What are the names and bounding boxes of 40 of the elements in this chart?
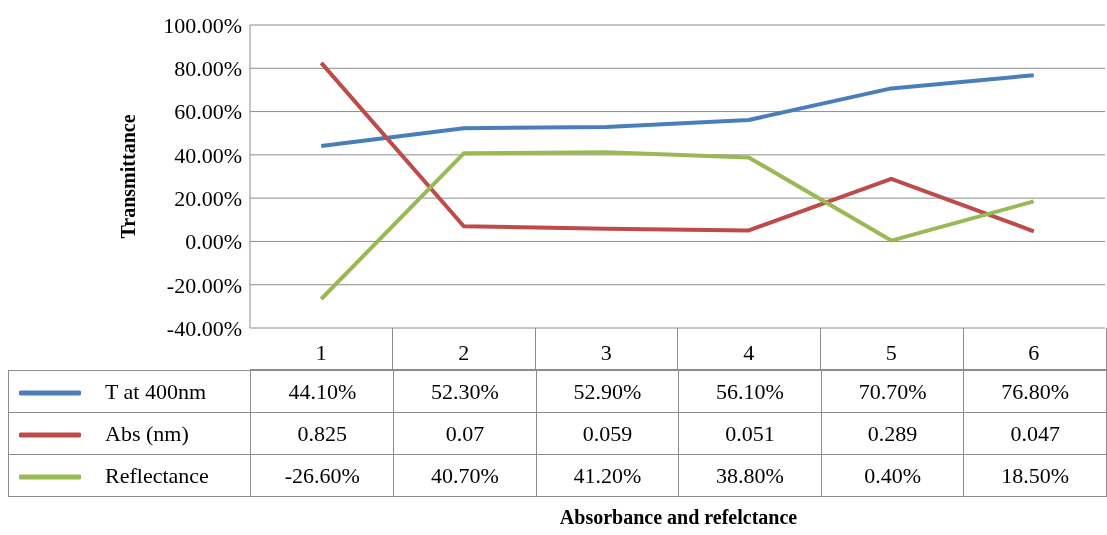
data-label: -26.60% [250, 454, 394, 497]
data-label: 41.20% [536, 454, 679, 497]
line-series [319, 60, 1036, 234]
data-label: 0.40% [821, 454, 964, 497]
data-label: 18.50% [963, 454, 1107, 497]
legend-label: T at 400nm [105, 378, 207, 404]
data-label: 0.059 [536, 412, 679, 455]
y-tick-label: 20.00% [174, 185, 242, 211]
y-tick-label: -20.00% [166, 272, 242, 298]
data-label: 70.70% [821, 370, 964, 413]
data-label: 0.051 [678, 412, 822, 455]
x-tick-label: 5 [885, 339, 897, 365]
y-tick-label: 100.00% [163, 12, 242, 38]
x-tick-label: 3 [600, 339, 612, 365]
data-label: 0.047 [963, 412, 1107, 455]
x-tick-label: 2 [458, 339, 470, 365]
y-tick-label: 40.00% [174, 142, 242, 168]
data-label: 52.90% [536, 370, 679, 413]
data-label: 76.80% [963, 370, 1107, 413]
y-tick-label: 0.00% [185, 229, 242, 255]
y-tick-label: 80.00% [174, 56, 242, 82]
data-label: 0.825 [250, 412, 394, 455]
legend-label: Abs (nm) [105, 420, 189, 446]
y-tick-label: -40.00% [166, 315, 242, 341]
y-axis-title: Transmittance [117, 114, 140, 239]
x-tick-label: 6 [1028, 339, 1040, 365]
y-tick-label: 60.00% [174, 99, 242, 125]
line-series [319, 150, 1036, 301]
line-series [319, 73, 1036, 148]
data-label: 0.289 [821, 412, 964, 455]
data-label: 56.10% [678, 370, 822, 413]
data-label: 40.70% [393, 454, 537, 497]
x-tick-label: 1 [315, 339, 327, 365]
data-label: 0.07 [393, 412, 537, 455]
text: Absorbance and refelctance [558, 506, 799, 529]
x-tick-label: 4 [743, 339, 755, 365]
data-label: 44.10% [250, 370, 394, 413]
data-label: 52.30% [393, 370, 537, 413]
legend-label: Reflectance [105, 462, 209, 488]
data-label: 38.80% [678, 454, 822, 497]
